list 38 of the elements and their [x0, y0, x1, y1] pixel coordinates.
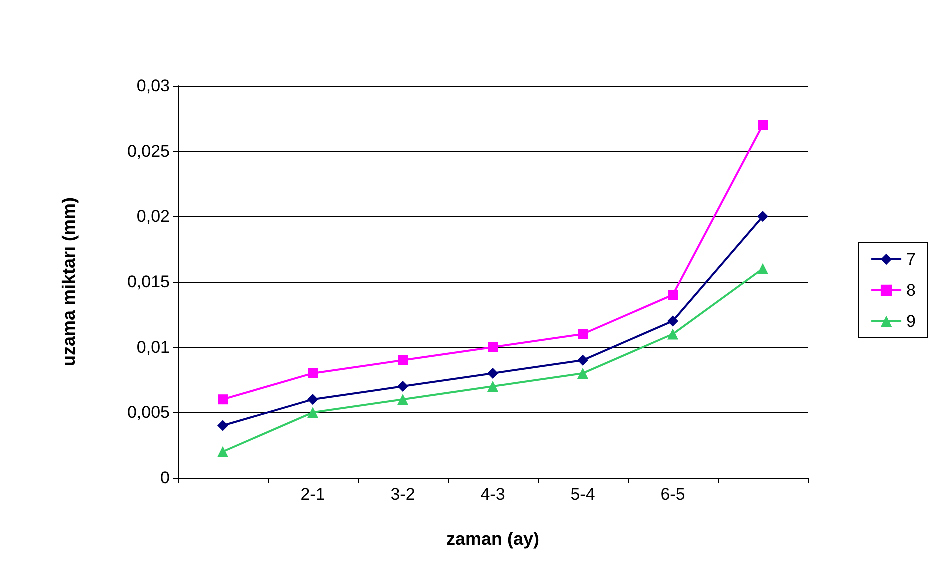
y-tick-label: 0,01	[136, 338, 170, 357]
point	[578, 368, 588, 379]
x-axis-title: zaman (ay)	[446, 529, 540, 549]
point	[578, 354, 588, 366]
x-tick-label: 2-1	[300, 485, 326, 504]
point	[488, 342, 498, 352]
x-tick-label: 6-5	[660, 485, 686, 504]
point	[308, 407, 318, 418]
y-tick-label: 0,03	[136, 76, 170, 96]
point	[758, 120, 768, 130]
y-tick-label: 0,025	[127, 142, 170, 161]
y-axis-title: uzama miktarı (mm)	[59, 197, 79, 367]
point	[218, 394, 228, 405]
point	[398, 381, 408, 392]
y-tick-label: 0,015	[127, 272, 170, 292]
x-tick-label: 5-4	[570, 485, 596, 504]
point	[398, 394, 408, 406]
x-tick-label: 4-3	[480, 485, 506, 504]
point	[668, 290, 678, 300]
point	[308, 368, 318, 378]
point	[488, 381, 498, 392]
point	[308, 394, 318, 406]
legend-label: 7	[906, 250, 916, 269]
point	[398, 355, 408, 366]
point	[218, 446, 228, 458]
point	[668, 316, 678, 327]
point	[578, 329, 588, 340]
y-tick-label: 0	[160, 468, 170, 488]
x-tick-label: 3-2	[390, 485, 416, 504]
point	[488, 368, 498, 379]
point	[758, 211, 768, 222]
legend-label: 8	[906, 281, 916, 300]
point	[668, 328, 678, 340]
y-tick-label: 0,02	[136, 207, 170, 226]
legend-label: 9	[906, 312, 916, 331]
y-tick-label: 0,005	[127, 403, 170, 422]
point	[758, 263, 768, 274]
point	[218, 420, 228, 432]
